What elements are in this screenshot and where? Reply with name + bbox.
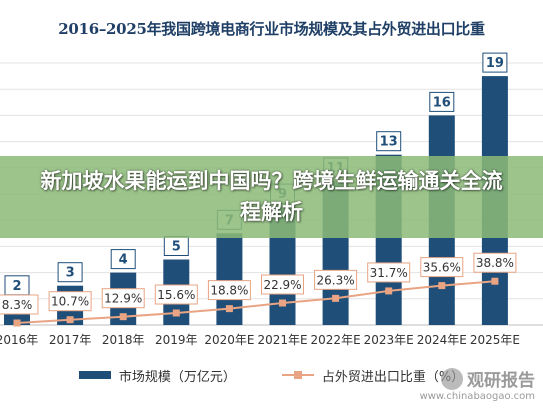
bar-value-label: 13	[380, 135, 398, 150]
legend-line-swatch	[281, 370, 314, 380]
ratio-value-label: 8.3%	[2, 298, 33, 312]
ratio-label-box	[207, 280, 251, 301]
x-tick-label: 2025年E	[470, 333, 520, 347]
bar-value-label-box	[57, 262, 83, 283]
ratio-label-box	[261, 274, 304, 295]
ratio-point	[172, 309, 180, 317]
legend: 市场规模（万亿元） 占外贸进出口比重（%）	[0, 362, 543, 388]
ratio-label-box	[101, 288, 145, 309]
ratio-value-label: 18.8%	[210, 284, 248, 298]
legend-item-bars: 市场规模（万亿元）	[78, 366, 236, 385]
x-tick-label: 2020年E	[204, 333, 254, 347]
x-tick-label: 2016年	[0, 333, 38, 347]
legend-label-line: 占外贸进出口比重（%）	[321, 369, 465, 385]
ratio-label-box	[367, 262, 411, 283]
legend-label-bars: 市场规模（万亿元）	[118, 369, 236, 385]
ratio-value-label: 15.6%	[157, 288, 195, 302]
bar-value-label: 4	[119, 253, 128, 268]
ratio-label-box	[0, 294, 39, 315]
ratio-point	[491, 277, 499, 285]
watermark-site: www.chinabaogao.com	[419, 391, 535, 402]
ratio-value-label: 31.7%	[370, 266, 408, 280]
ratio-point	[119, 313, 127, 321]
ratio-point	[438, 282, 446, 290]
ratio-point	[66, 316, 74, 324]
chart-title: 2016–2025年我国跨境电商行业市场规模及其占外贸进出口比重	[58, 20, 485, 38]
bar-value-label: 19	[486, 56, 504, 71]
legend-item-line: 占外贸进出口比重（%）	[281, 366, 465, 385]
x-tick-label: 2021年E	[257, 333, 307, 347]
ratio-value-label: 38.8%	[476, 256, 514, 270]
x-tick-label: 2019年	[155, 333, 198, 347]
x-tick-label: 2017年	[49, 333, 92, 347]
ratio-label-box	[314, 269, 358, 290]
line-series	[13, 277, 499, 327]
x-tick-label: 2018年	[102, 333, 145, 347]
watermark-brand-text: 观研报告	[467, 371, 535, 391]
article-banner[interactable]: 新加坡水果能运到中国吗？跨境生鲜运输通关全流程解析	[0, 156, 543, 238]
bar-value-label: 16	[433, 95, 451, 110]
ratio-value-label: 12.9%	[104, 292, 142, 306]
ratio-point	[13, 319, 21, 327]
x-tick-label: 2023年E	[364, 333, 414, 347]
ratio-point	[225, 305, 233, 313]
watermark: 观研报告 www.chinabaogao.com	[420, 366, 535, 402]
data-labels: 234579111316198.3%10.7%12.9%15.6%18.8%22…	[0, 52, 517, 315]
bar-value-label-box	[482, 52, 508, 73]
bar-value-label: 2	[12, 279, 21, 294]
bar-value-label-box	[376, 131, 402, 152]
x-axis: 2016年2017年2018年2019年2020年E2021年E2022年E20…	[0, 333, 520, 347]
bar-value-label-box	[429, 91, 455, 112]
ratio-value-label: 22.9%	[263, 278, 301, 292]
watermark-logo-icon	[441, 367, 463, 390]
ratio-label-box	[48, 291, 92, 312]
ratio-value-label: 26.3%	[317, 273, 355, 287]
ratio-value-label: 10.7%	[51, 295, 89, 309]
bar-value-label-box	[110, 249, 136, 270]
ratio-point	[385, 287, 393, 295]
bar-value-label: 3	[66, 266, 75, 281]
legend-bar-swatch	[78, 371, 111, 379]
x-tick-label: 2024年E	[417, 333, 467, 347]
watermark-brand: 观研报告	[420, 366, 535, 391]
x-tick-label: 2022年E	[311, 333, 361, 347]
ratio-label-box	[154, 284, 198, 305]
ratio-label-box	[473, 252, 517, 273]
ratio-label-box	[420, 257, 464, 278]
bar-value-label: 5	[172, 240, 181, 255]
ratio-point	[279, 299, 286, 307]
ratio-value-label: 35.6%	[423, 261, 461, 275]
ratio-line	[16, 280, 495, 324]
ratio-point	[332, 294, 340, 302]
banner-title[interactable]: 新加坡水果能运到中国吗？跨境生鲜运输通关全流程解析	[40, 169, 503, 224]
